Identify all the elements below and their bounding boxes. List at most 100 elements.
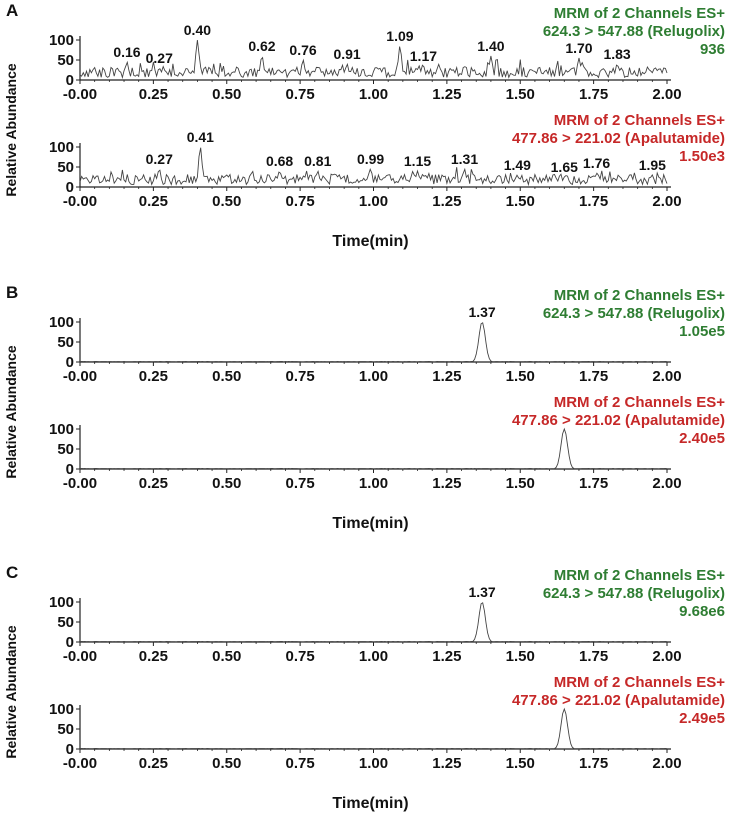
panel-a-trace-1-peak-label: 1.83: [603, 46, 630, 62]
panel-c-trace-1-info-line-1: MRM of 2 Channels ES+: [554, 567, 726, 584]
panel-a-trace-2-peak-label: 1.95: [639, 157, 666, 173]
panel-a-trace-1-x-tick-label: 2.00: [652, 86, 681, 103]
panel-c-trace-2-x-tick-label: 1.00: [359, 755, 388, 772]
panel-b-trace-2-y-tick-label: 100: [49, 421, 74, 438]
panel-b-trace-2-x-tick-label: 1.50: [506, 475, 535, 492]
panel-b-trace-2-signal-line: [79, 427, 668, 470]
panel-a-trace-2-peak-label: 1.65: [551, 159, 578, 175]
panel-a-trace-1-signal-line: [79, 39, 668, 80]
panel-a-trace-2-peak-label: 1.31: [451, 151, 478, 167]
panel-a-trace-1-x-tick-label: 0.25: [139, 86, 168, 103]
panel-a-trace-2-x-tick-label: 1.50: [506, 193, 535, 210]
panel-b-letter: B: [6, 283, 18, 302]
panel-c-trace-2-y-tick-label: 100: [49, 701, 74, 718]
panel-c-trace-1-x-tick-label: 2.00: [652, 648, 681, 665]
panel-a-trace-2-signal-line: [79, 147, 668, 187]
panel-c-trace-2-y-tick-label: 50: [57, 721, 74, 738]
panel-a-trace-2-x-tick-label: 1.25: [432, 193, 461, 210]
panel-c-trace-2-info-line-2: 477.86 > 221.02 (Apalutamide): [512, 692, 725, 709]
panel-a-trace-2-info-line-2: 477.86 > 221.02 (Apalutamide): [512, 130, 725, 147]
panel-a-trace-1-x-tick-label: 1.25: [432, 86, 461, 103]
panel-b-trace-1-x-tick-label: 2.00: [652, 368, 681, 385]
panel-c-trace-2-x-tick-label: 1.75: [579, 755, 608, 772]
panel-c-trace-2-info-line-3: 2.49e5: [679, 710, 725, 727]
panel-c-trace-1-x-tick-label: 1.00: [359, 648, 388, 665]
panel-b-trace-1-info-line-2: 624.3 > 547.88 (Relugolix): [543, 305, 725, 322]
panel-a-trace-1-x-tick-label: 0.50: [212, 86, 241, 103]
panel-a-trace-2-y-tick-label: 50: [57, 159, 74, 176]
panel-a-trace-2-x-tick-label: 2.00: [652, 193, 681, 210]
panel-c-trace-2-signal-line: [79, 707, 668, 750]
panel-a-trace-1-peak-label: 1.09: [386, 28, 413, 44]
panel-c-trace-1-info-line-2: 624.3 > 547.88 (Relugolix): [543, 585, 725, 602]
panel-a-x-title: Time(min): [332, 233, 408, 250]
panel-a-trace-2-peak-label: 1.15: [404, 153, 431, 169]
panel-b-trace-1-x-tick-label: 1.50: [506, 368, 535, 385]
panel-a-trace-1-info-line-2: 624.3 > 547.88 (Relugolix): [543, 23, 725, 40]
panel-c-y-title: Relative Abundance: [3, 625, 19, 759]
panel-b-trace-1-x-tick-label: 1.00: [359, 368, 388, 385]
panel-b-trace-2-info-line-3: 2.40e5: [679, 430, 725, 447]
panel-b-trace-1-x-tick-label: -0.00: [63, 368, 97, 385]
panel-b-trace-1-x-tick-label: 0.75: [286, 368, 315, 385]
panel-a-trace-2-peak-label: 0.41: [187, 129, 214, 145]
panel-a-trace-1-info-line-1: MRM of 2 Channels ES+: [554, 5, 726, 22]
panel-b-trace-2-x-tick-label: 0.75: [286, 475, 315, 492]
panel-a-trace-2-x-tick-label: 0.25: [139, 193, 168, 210]
panel-a-trace-2-y-tick-label: 0: [66, 179, 74, 196]
panel-a-trace-2-peak-label: 0.68: [266, 153, 293, 169]
panel-c-trace-2-x-tick-label: 0.50: [212, 755, 241, 772]
panel-a-trace-2-info-line-1: MRM of 2 Channels ES+: [554, 112, 726, 129]
panel-b-trace-2-x-tick-label: 1.25: [432, 475, 461, 492]
panel-a-trace-2-peak-label: 0.81: [304, 153, 331, 169]
panel-a-trace-2-info-line-3: 1.50e3: [679, 148, 725, 165]
panel-b-trace-1-info-line-3: 1.05e5: [679, 323, 725, 340]
panel-c-trace-1-x-tick-label: 0.50: [212, 648, 241, 665]
panel-a-trace-2-x-tick-label: 1.00: [359, 193, 388, 210]
panel-c-trace-1-signal-line: [79, 602, 668, 643]
panel-a-trace-1-peak-label: 1.17: [410, 48, 437, 64]
panel-a-trace-2-y-tick-label: 100: [49, 139, 74, 156]
panel-a-trace-2-peak-label: 1.76: [583, 155, 610, 171]
panel-c-trace-2-x-tick-label: 0.25: [139, 755, 168, 772]
panel-c-x-title: Time(min): [332, 795, 408, 812]
panel-c-trace-1-y-tick-label: 0: [66, 634, 74, 651]
panel-a-trace-1-peak-label: 0.76: [289, 42, 316, 58]
panel-b-trace-1-y-tick-label: 50: [57, 334, 74, 351]
panel-b-trace-1-x-tick-label: 0.25: [139, 368, 168, 385]
panel-c-trace-1-peak-label: 1.37: [468, 584, 495, 600]
panel-c-trace-2-x-tick-label: 2.00: [652, 755, 681, 772]
panel-a-trace-1-x-tick-label: 1.00: [359, 86, 388, 103]
panel-a-trace-1-peak-label: 1.70: [565, 40, 592, 56]
panel-a-trace-2-peak-label: 1.49: [504, 157, 531, 173]
panel-a-trace-2-x-tick-label: -0.00: [63, 193, 97, 210]
panel-a-trace-1-peak-label: 1.40: [477, 38, 504, 54]
panel-c-trace-2-y-tick-label: 0: [66, 741, 74, 758]
panel-b-x-title: Time(min): [332, 515, 408, 532]
panel-b-trace-2-x-tick-label: 1.00: [359, 475, 388, 492]
panel-c-trace-1-x-tick-label: 1.75: [579, 648, 608, 665]
panel-c-trace-2-x-tick-label: 1.50: [506, 755, 535, 772]
panel-a-trace-1-y-tick-label: 50: [57, 52, 74, 69]
panel-b-trace-1-x-tick-label: 0.50: [212, 368, 241, 385]
panel-a-trace-1-y-tick-label: 0: [66, 72, 74, 89]
panel-a-trace-1-x-tick-label: 1.75: [579, 86, 608, 103]
panel-b-trace-2-x-tick-label: 0.25: [139, 475, 168, 492]
panel-b-trace-2-x-tick-label: 2.00: [652, 475, 681, 492]
panel-a-trace-1-y-tick-label: 100: [49, 32, 74, 49]
panel-b-trace-1-x-tick-label: 1.25: [432, 368, 461, 385]
panel-b-trace-2-info-line-1: MRM of 2 Channels ES+: [554, 394, 726, 411]
panel-c-trace-1-info-line-3: 9.68e6: [679, 603, 725, 620]
panel-b-trace-1-y-tick-label: 0: [66, 354, 74, 371]
panel-c-trace-2-info-line-1: MRM of 2 Channels ES+: [554, 674, 726, 691]
panel-c-trace-1-y-tick-label: 100: [49, 594, 74, 611]
panel-a-trace-2-x-tick-label: 0.75: [286, 193, 315, 210]
panel-c-trace-1-y-tick-label: 50: [57, 614, 74, 631]
panel-a-trace-1-peak-label: 0.91: [333, 46, 360, 62]
panel-b-trace-2-info-line-2: 477.86 > 221.02 (Apalutamide): [512, 412, 725, 429]
panel-c-trace-2-x-tick-label: 0.75: [286, 755, 315, 772]
panel-c-trace-1-x-tick-label: 1.50: [506, 648, 535, 665]
panel-c-trace-1-x-tick-label: 0.75: [286, 648, 315, 665]
panel-b-trace-1-y-tick-label: 100: [49, 314, 74, 331]
